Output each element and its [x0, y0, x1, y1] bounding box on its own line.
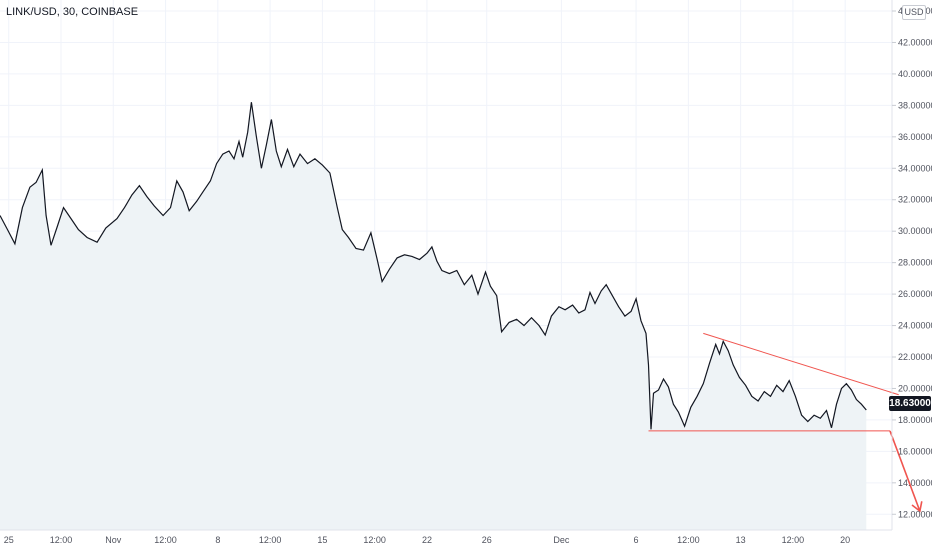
trendline-drawings[interactable]: [648, 332, 923, 513]
time-tick-label: 25: [4, 535, 14, 545]
time-tick-label: Dec: [553, 535, 570, 545]
time-tick-label: 15: [317, 535, 327, 545]
price-tick-label: 18.00000: [898, 415, 932, 425]
arrow-head: [911, 501, 923, 513]
price-tick-label: 40.00000: [898, 69, 932, 79]
price-tick-label: 42.00000: [898, 37, 932, 47]
price-tick-label: 34.00000: [898, 163, 932, 173]
price-tick-label: 36.00000: [898, 132, 932, 142]
price-tick-label: 16.00000: [898, 446, 932, 456]
time-tick-label: 13: [736, 535, 746, 545]
price-axis[interactable]: 12.00000 14.00000 16.00000 18.00000 20.00000…: [892, 6, 932, 519]
time-tick-label: 12:00: [154, 535, 177, 545]
time-tick-label: 6: [634, 535, 639, 545]
time-tick-label: 20: [840, 535, 850, 545]
time-tick-label: 26: [482, 535, 492, 545]
price-tick-label: 30.00000: [898, 226, 932, 236]
time-tick-label: 12:00: [782, 535, 805, 545]
time-tick-label: 12:00: [363, 535, 386, 545]
price-tick-label: 24.00000: [898, 321, 932, 331]
time-tick-label: 8: [215, 535, 220, 545]
last-price-label: 18.63000: [889, 396, 931, 411]
trend-line[interactable]: [703, 332, 899, 396]
price-tick-label: 20.00000: [898, 383, 932, 393]
currency-button[interactable]: USD: [902, 5, 926, 20]
time-tick-label: 12:00: [50, 535, 73, 545]
price-tick-label: 28.00000: [898, 258, 932, 268]
price-tick-label: 14.00000: [898, 478, 932, 488]
time-tick-label: 22: [422, 535, 432, 545]
time-axis[interactable]: 25 12:00 Nov 12:00 8 12:00 15 12:00 22 26 Dec 6 12:0…: [4, 535, 850, 545]
arrow-down[interactable]: [889, 430, 921, 512]
price-area-fill: [0, 102, 867, 530]
price-tick-label: 38.00000: [898, 100, 932, 110]
time-tick-label: 12:00: [677, 535, 700, 545]
price-tick-label: 12.00000: [898, 509, 932, 519]
price-tick-label: 32.00000: [898, 195, 932, 205]
time-tick-label: 12:00: [259, 535, 282, 545]
price-tick-label: 26.00000: [898, 289, 932, 299]
price-line-series: [0, 102, 867, 430]
symbol-title: LINK/USD, 30, COINBASE: [6, 6, 139, 18]
price-tick-label: 22.00000: [898, 352, 932, 362]
time-tick-label: Nov: [105, 535, 122, 545]
